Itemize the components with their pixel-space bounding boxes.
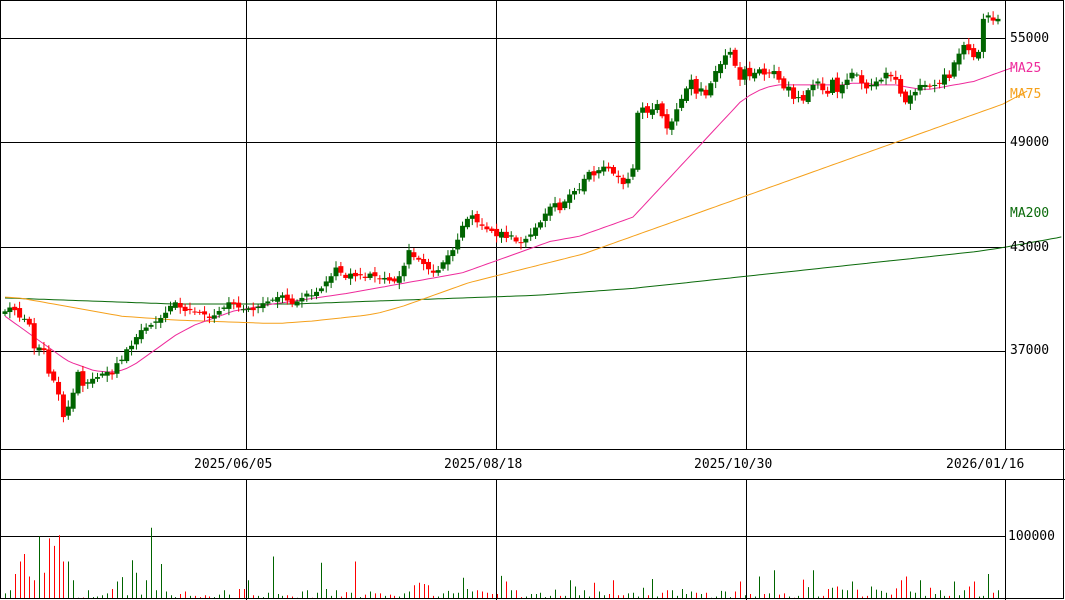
- legend-ma75: MA75: [1010, 87, 1042, 102]
- date-tick-2: 2025/08/18: [444, 457, 523, 472]
- legend-ma200: MA200: [1010, 206, 1050, 221]
- ma200-line: [4, 236, 1062, 305]
- price-tick-37000: 37000: [1010, 343, 1050, 358]
- ma75-line: [4, 90, 1028, 324]
- date-tick-4: 2026/01/16: [946, 457, 1025, 472]
- legend-ma25: MA25: [1010, 61, 1042, 76]
- price-tick-49000: 49000: [1010, 135, 1050, 150]
- candlesticks: [2, 11, 1001, 423]
- price-tick-43000: 43000: [1010, 240, 1050, 255]
- date-tick-3: 2025/10/30: [694, 457, 773, 472]
- volume-bars: [5, 527, 999, 599]
- volume-tick-100000: 100000: [1008, 529, 1055, 544]
- grid-lines: [0, 0, 1005, 600]
- price-tick-55000: 55000: [1010, 31, 1050, 46]
- date-tick-1: 2025/06/05: [194, 457, 273, 472]
